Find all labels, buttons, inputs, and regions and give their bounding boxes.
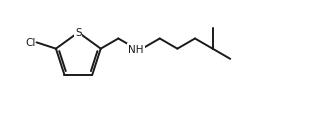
Text: NH: NH — [128, 44, 144, 54]
Text: S: S — [75, 28, 82, 38]
Text: Cl: Cl — [25, 38, 35, 48]
